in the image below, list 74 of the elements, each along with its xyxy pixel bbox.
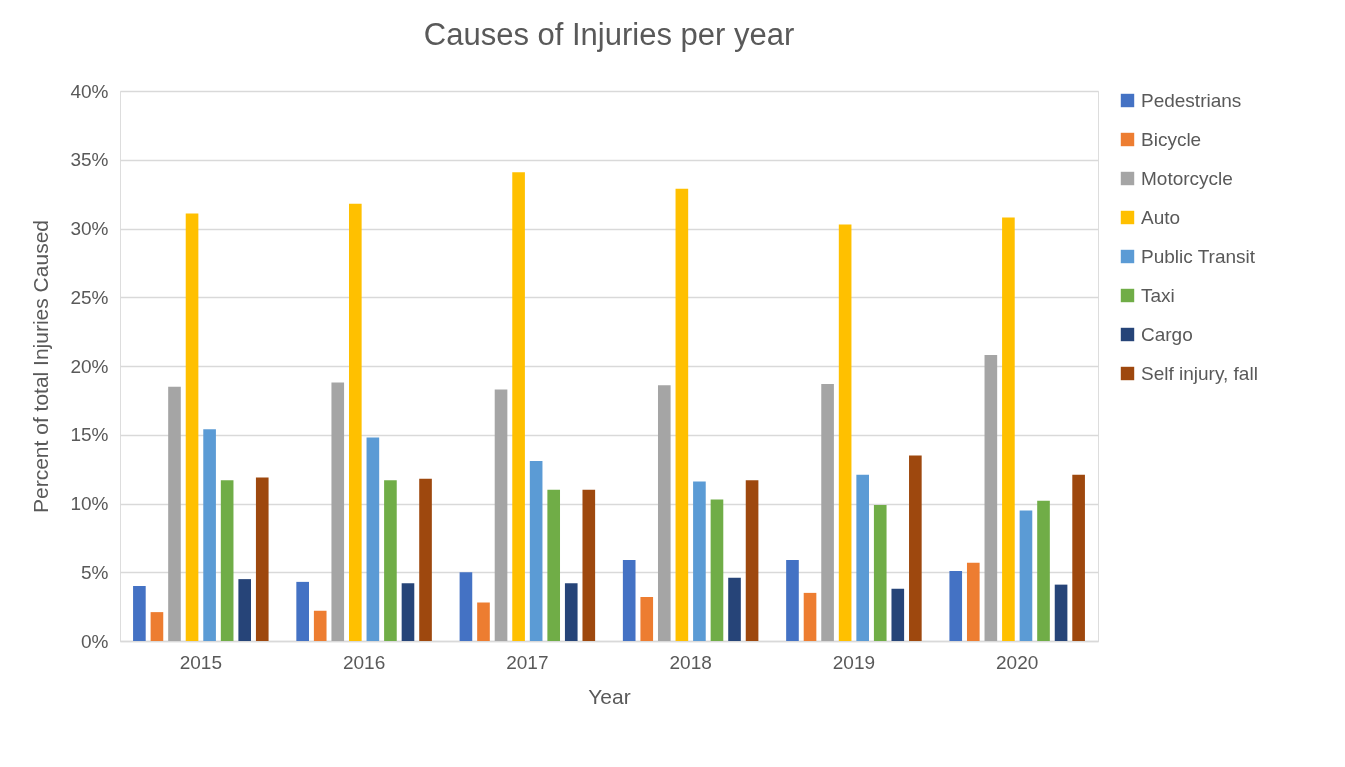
bar: [984, 355, 998, 641]
bar: [401, 583, 415, 641]
bar: [640, 597, 654, 641]
legend-label: Auto: [1141, 206, 1181, 228]
y-tick-label: 30%: [70, 218, 109, 239]
x-tick-label: 2015: [179, 651, 222, 673]
bar: [803, 592, 817, 641]
x-tick-label: 2020: [996, 651, 1039, 673]
bar: [856, 474, 869, 641]
bar: [693, 481, 706, 641]
legend-label: Bicycle: [1141, 128, 1202, 150]
x-tick-label: 2018: [669, 651, 712, 673]
bar: [966, 562, 980, 641]
legend-label: Cargo: [1141, 323, 1193, 345]
bar: [873, 504, 887, 641]
bar: [728, 577, 741, 641]
bar: [564, 583, 578, 641]
bar: [1002, 217, 1015, 641]
legend-label: Self injury, fall: [1141, 362, 1258, 384]
bar: [949, 570, 963, 641]
bar: [331, 382, 345, 641]
y-tick-label: 35%: [70, 149, 109, 171]
bar: [477, 602, 490, 641]
bar: [710, 499, 724, 641]
bar: [220, 480, 234, 641]
x-axis-title: Year: [588, 684, 631, 708]
legend-label: Taxi: [1141, 284, 1175, 306]
bar: [255, 477, 269, 641]
bar: [366, 437, 380, 641]
bar: [512, 172, 525, 641]
y-tick-label: 0%: [81, 630, 109, 652]
bar: [1054, 584, 1068, 641]
y-tick-label: 15%: [70, 424, 109, 446]
bar: [582, 489, 596, 641]
bar: [349, 203, 362, 641]
bar: [675, 188, 689, 641]
y-tick-label: 25%: [70, 286, 109, 308]
bar: [529, 460, 543, 641]
bar: [838, 224, 852, 641]
bar: [891, 588, 905, 641]
bar: [419, 478, 432, 641]
bar: [459, 572, 473, 641]
y-axis-title: Percent of total Injuries Caused: [29, 220, 53, 513]
bar: [238, 579, 252, 641]
bar: [909, 455, 922, 641]
chart-title: Causes of Injuries per year: [423, 17, 795, 52]
x-tick-label: 2019: [832, 651, 876, 673]
bar: [384, 480, 397, 641]
legend-label: Pedestrians: [1141, 89, 1242, 111]
bar: [168, 386, 181, 641]
bar: [150, 612, 164, 641]
y-tick-label: 20%: [70, 355, 109, 377]
y-tick-label: 10%: [70, 493, 109, 514]
bar: [786, 559, 799, 641]
y-tick-label: 40%: [70, 80, 109, 102]
bar: [547, 489, 561, 641]
bar: [1037, 500, 1050, 641]
legend-label: Motorcycle: [1141, 167, 1233, 189]
bar: [494, 389, 508, 641]
bar: [745, 480, 759, 641]
bar: [203, 429, 216, 641]
bar: [1072, 474, 1085, 641]
x-tick-label: 2016: [342, 651, 386, 673]
bar: [622, 559, 636, 641]
bar: [185, 213, 199, 641]
bar: [657, 385, 671, 641]
bar: [821, 383, 834, 641]
bar: [1019, 510, 1033, 641]
bar: [133, 586, 146, 641]
y-tick-label: 5%: [81, 561, 109, 583]
bar: [313, 610, 327, 641]
legend-label: Public Transit: [1141, 245, 1256, 267]
x-tick-label: 2017: [506, 651, 549, 673]
bar: [296, 581, 309, 641]
